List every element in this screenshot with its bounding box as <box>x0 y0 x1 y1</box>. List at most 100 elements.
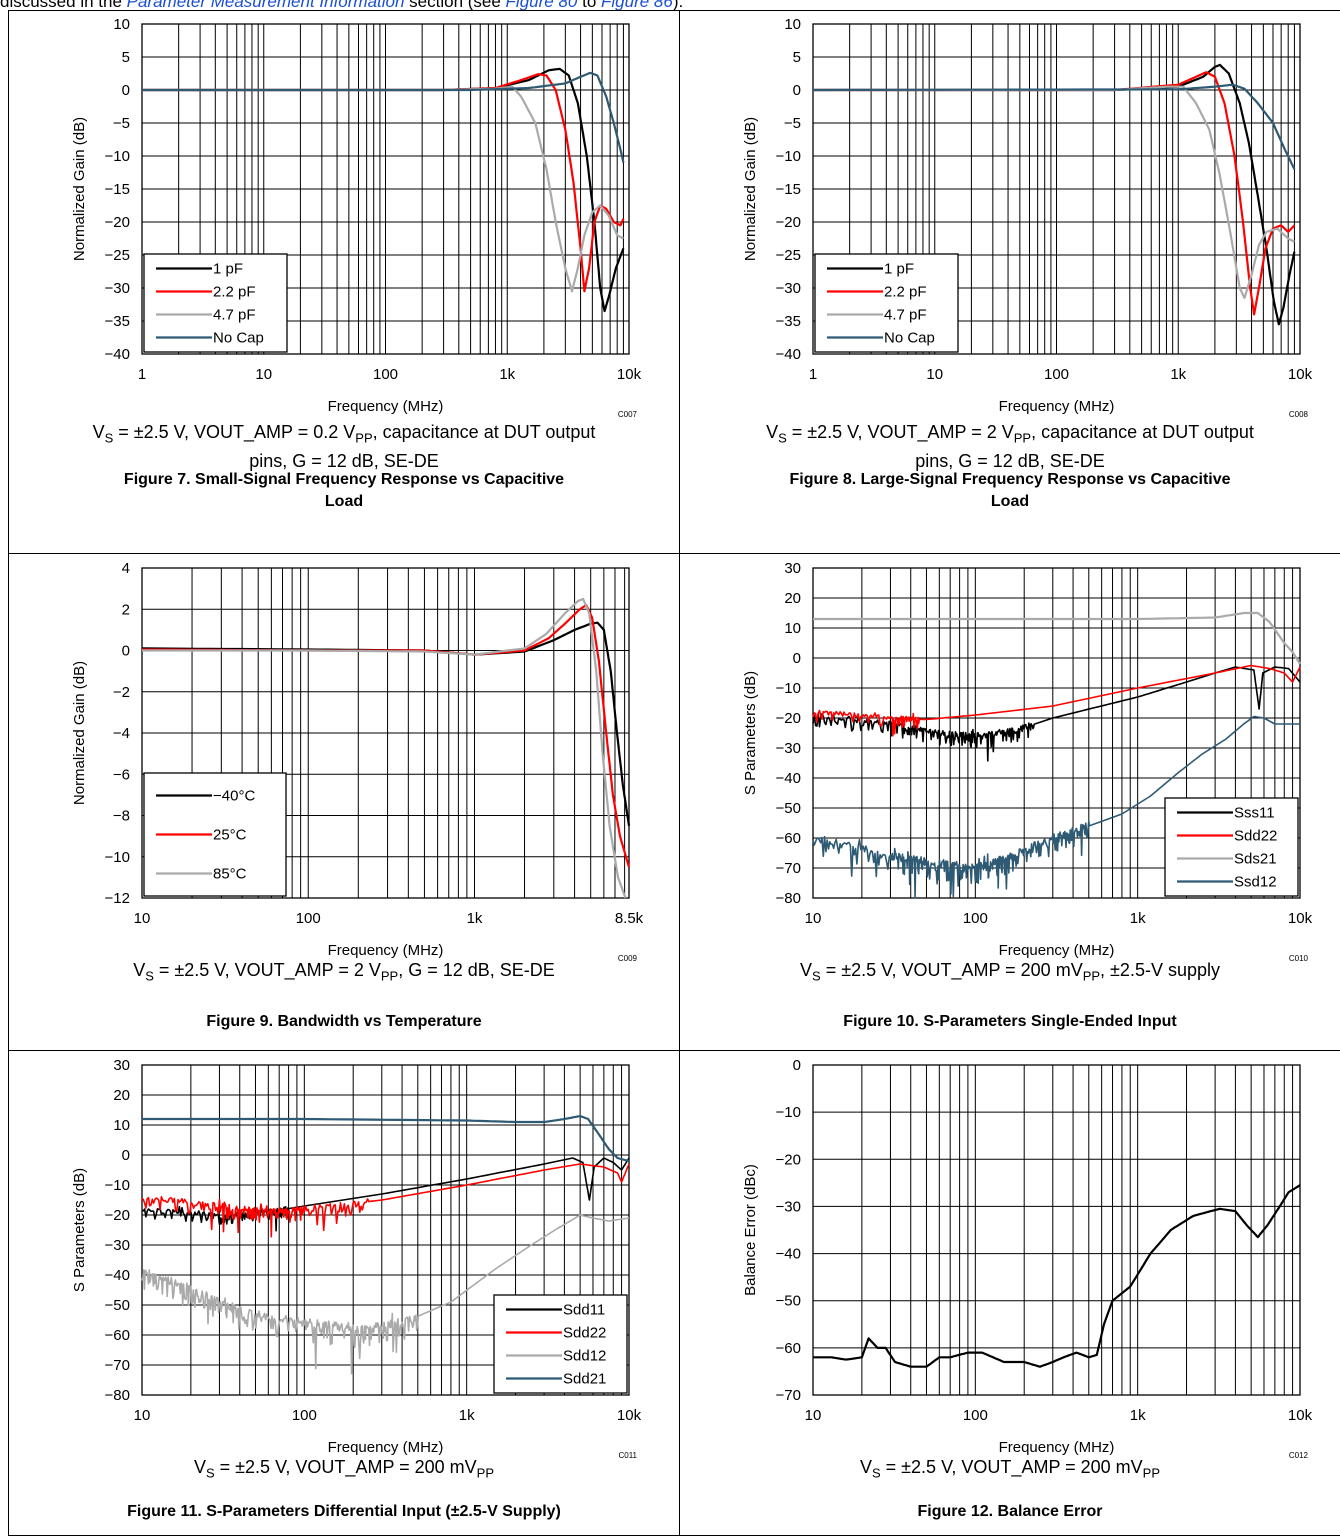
x-axis-label: Frequency (MHz) <box>328 398 444 415</box>
conditions-text-line2: pins, G = 12 dB, SE-DE <box>915 450 1105 471</box>
y-tick-label: −10 <box>105 148 130 165</box>
series-line <box>141 1163 630 1238</box>
legend-box <box>1164 797 1299 897</box>
conditions-text: , capacitance at DUT output <box>1031 422 1254 442</box>
conditions-text: = ±2.5 V, VOUT_AMP = 2 V <box>153 960 381 980</box>
x-tick-label: 10k <box>1288 1407 1313 1424</box>
conditions-text: = ±2.5 V, VOUT_AMP = 200 mV <box>880 1457 1143 1477</box>
figure-12-cell: −70 −60 −50 −40 −30 −20 −10 0 10 100 1k 10k Frequenc… <box>680 1051 1340 1536</box>
y-tick-label: −20 <box>776 214 801 231</box>
plot-frame <box>812 23 1301 355</box>
series-line <box>141 1157 630 1232</box>
y-tick-label: −80 <box>776 890 801 907</box>
legend-label: 1 pF <box>213 261 243 278</box>
x-axis-label: Frequency (MHz) <box>328 942 444 959</box>
x-tick-label: 1k <box>499 366 515 383</box>
y-tick-label: −25 <box>105 247 130 264</box>
y-tick-label: 5 <box>793 49 801 66</box>
x-tick-label: 10 <box>134 910 151 927</box>
x-tick-label: 100 <box>292 1407 317 1424</box>
chart-svg: −70 −60 −50 −40 −30 −20 −10 0 10 100 1k 10k Frequenc… <box>742 1057 1313 1460</box>
y-tick-label: −25 <box>776 247 801 264</box>
y-tick-label: −10 <box>776 148 801 165</box>
y-tick-label: −40 <box>776 770 801 787</box>
x-tick-label: 10 <box>805 910 822 927</box>
chart-svg: −12 −10 −8 −6 −4 −2 0 2 4 10 100 1k 8.5k Frequency (M… <box>71 560 644 963</box>
figure-caption: Figure 9. Bandwidth vs Temperature <box>206 1013 482 1030</box>
x-tick-label: 8.5k <box>615 910 644 927</box>
y-axis-label: Normalized Gain (dB) <box>71 117 88 261</box>
y-tick-label: −30 <box>776 1198 801 1215</box>
legend-label: Sdd12 <box>563 1348 606 1365</box>
test-conditions: VS = ±2.5 V, VOUT_AMP = 200 mVPP <box>680 1456 1340 1485</box>
series-line <box>141 1214 630 1375</box>
plot-frame <box>812 1064 1301 1396</box>
figure-11-cell: −80 −70 −60 −50 −40 −30 −20 −10 0 10 20 30 10 100 1k 10… <box>9 1051 680 1536</box>
conditions-text: S <box>812 968 821 984</box>
y-tick-label: 4 <box>122 560 130 577</box>
y-tick-label: −40 <box>105 346 130 363</box>
x-tick-label: 10 <box>926 366 943 383</box>
x-tick-label: 1k <box>459 1407 475 1424</box>
plot-frame <box>141 1064 630 1396</box>
x-tick-label: 100 <box>296 910 321 927</box>
series-line <box>812 715 1300 899</box>
legend-box <box>493 1294 628 1394</box>
y-axis-label: Normalized Gain (dB) <box>71 661 88 805</box>
chart-svg: −40 −35 −30 −25 −20 −15 −10 −5 0 5 10 1 10 100 1k 10k Fr… <box>71 16 642 419</box>
conditions-text: S <box>205 1465 215 1481</box>
chart-code: C007 <box>618 410 638 419</box>
legend-label: −40°C <box>213 788 255 805</box>
conditions-text-line2: pins, G = 12 dB, SE-DE <box>249 450 439 471</box>
chart-svg: −80 −70 −60 −50 −40 −30 −20 −10 0 10 20 30 10 100 1k 10… <box>71 1057 642 1460</box>
series-line <box>142 71 625 163</box>
y-tick-label: 30 <box>113 1057 130 1074</box>
conditions-text: = ±2.5 V, VOUT_AMP = 0.2 V <box>113 422 356 442</box>
figure-caption: Figure 11. S-Parameters Differential Inp… <box>127 1503 561 1520</box>
x-axis-label: Frequency (MHz) <box>999 398 1115 415</box>
y-tick-label: −20 <box>776 710 801 727</box>
legend-label: 1 pF <box>884 261 914 278</box>
link-parameter-measurement-information[interactable]: Parameter Measurement Information <box>126 0 405 11</box>
link-figure-80[interactable]: Figure 80 <box>505 0 578 11</box>
conditions-text: , capacitance at DUT output <box>372 422 596 442</box>
test-conditions: VS = ±2.5 V, VOUT_AMP = 2 VPP, capacitan… <box>680 421 1340 473</box>
x-tick-label: 10 <box>255 366 272 383</box>
y-axis-label: S Parameters (dB) <box>71 1168 88 1292</box>
series-line <box>813 63 1296 326</box>
figure-7-cell: −40 −35 −30 −25 −20 −15 −10 −5 0 5 10 1 10 100 1k 10k Fr… <box>9 11 680 554</box>
plot-frame <box>812 567 1301 899</box>
y-tick-label: −10 <box>776 1104 801 1121</box>
figure-9-cell: −12 −10 −8 −6 −4 −2 0 2 4 10 100 1k 8.5k Frequency (M… <box>9 554 680 1051</box>
figure-caption: Figure 10. S-Parameters Single-Ended Inp… <box>843 1013 1177 1030</box>
series-line <box>142 73 625 293</box>
legend-label: 2.2 pF <box>884 284 927 301</box>
conditions-text: PP <box>380 968 399 984</box>
y-tick-label: −4 <box>113 725 130 742</box>
conditions-text: , G = 12 dB, SE-DE <box>398 960 555 980</box>
figure-10-cell: −80 −70 −60 −50 −40 −30 −20 −10 0 10 20 30 10 100 1k 10… <box>680 554 1340 1051</box>
series-line <box>812 83 1296 170</box>
y-tick-label: 0 <box>793 1057 801 1074</box>
y-tick-label: −30 <box>105 280 130 297</box>
x-axis-label: Frequency (MHz) <box>999 942 1115 959</box>
y-axis-label: Balance Error (dBc) <box>742 1164 759 1296</box>
series-line <box>142 85 624 293</box>
x-tick-label: 10 <box>805 1407 822 1424</box>
y-tick-label: −35 <box>776 313 801 330</box>
legend-label: Sdd21 <box>563 1371 606 1388</box>
conditions-text: PP <box>476 1465 495 1481</box>
conditions-text: S <box>778 430 787 446</box>
y-tick-label: −60 <box>776 1340 801 1357</box>
test-conditions: VS = ±2.5 V, VOUT_AMP = 200 mVPP, ±2.5-V… <box>680 959 1340 988</box>
y-tick-label: −20 <box>105 214 130 231</box>
y-tick-label: 20 <box>113 1087 130 1104</box>
figure-caption: Figure 8. Large-Signal Frequency Respons… <box>789 471 1231 510</box>
conditions-text: PP <box>1082 968 1101 984</box>
legend-box <box>143 253 288 353</box>
y-tick-label: 10 <box>113 1117 130 1134</box>
y-tick-label: −70 <box>105 1357 130 1374</box>
legend: −40°C 25°C 85°C <box>143 772 287 897</box>
test-conditions: VS = ±2.5 V, VOUT_AMP = 0.2 VPP, capacit… <box>9 421 679 473</box>
link-figure-86[interactable]: Figure 86 <box>601 0 673 11</box>
